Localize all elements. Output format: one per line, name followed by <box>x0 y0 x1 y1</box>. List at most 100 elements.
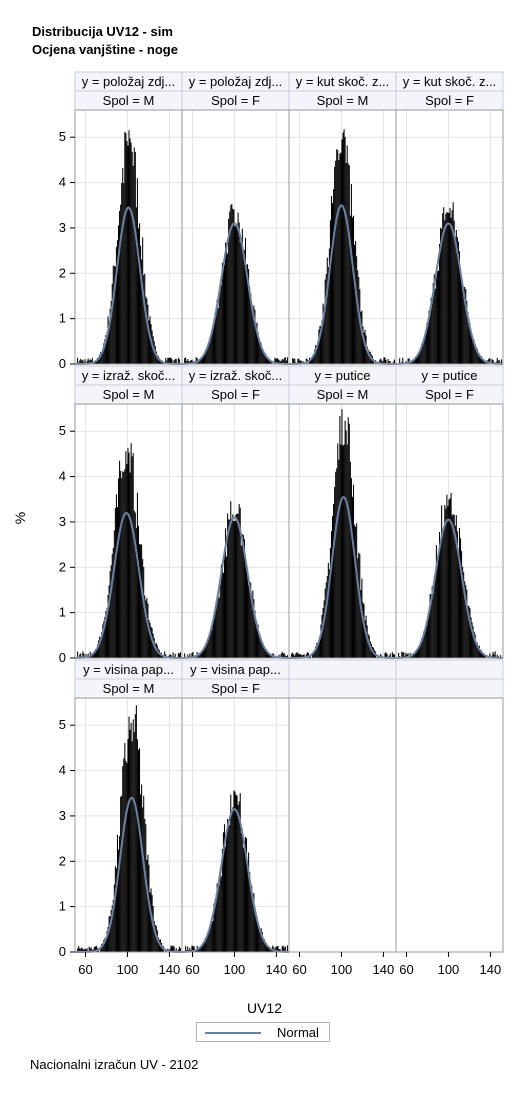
histogram-bar <box>244 563 246 658</box>
histogram-bar <box>89 359 91 364</box>
x-tick-label: 140 <box>480 962 502 977</box>
histogram-bar <box>391 652 393 658</box>
histogram-bar <box>81 947 83 952</box>
histogram-bar <box>382 361 384 364</box>
histogram-bar <box>234 226 236 364</box>
histogram-bar <box>271 949 273 952</box>
histogram-bar <box>402 357 404 364</box>
y-tick-label: 4 <box>59 175 66 190</box>
histogram-bar <box>336 149 338 364</box>
histogram-bar <box>83 949 85 952</box>
histogram-bar <box>111 283 113 364</box>
histogram-bar <box>214 607 216 658</box>
histogram-bar <box>352 215 355 364</box>
histogram-bar <box>169 654 171 658</box>
histogram-bar <box>482 358 484 364</box>
histogram-bar <box>363 604 365 658</box>
histogram-bar <box>148 320 150 364</box>
histogram-bar <box>185 357 187 364</box>
histogram-bar <box>322 303 324 364</box>
histogram-bar <box>150 626 152 658</box>
histogram-bar <box>198 654 200 658</box>
histogram-bar <box>256 322 258 364</box>
histogram-bar <box>241 228 243 364</box>
y-tick-label: 3 <box>59 220 66 235</box>
histogram-bar <box>431 297 433 364</box>
histogram-bar <box>228 821 230 952</box>
histogram-bar <box>255 327 257 364</box>
histogram-bar <box>248 852 250 952</box>
histogram-bar <box>362 602 364 658</box>
histogram-bar <box>355 240 357 364</box>
histogram-bar <box>227 253 229 364</box>
histogram-bar <box>388 361 390 364</box>
histogram-bar <box>425 628 427 658</box>
histogram-bar <box>142 807 144 952</box>
histogram-bar <box>227 818 229 952</box>
histogram-bar <box>261 931 263 952</box>
histogram-bar <box>350 184 352 364</box>
histogram-bar <box>231 812 233 952</box>
histogram-bar <box>408 358 410 364</box>
histogram-bar <box>104 938 106 952</box>
histogram-bar <box>95 648 98 658</box>
x-tick-label: 60 <box>399 962 413 977</box>
histogram-bar <box>266 944 269 952</box>
histogram-bar <box>143 795 145 952</box>
histogram-bar <box>77 948 79 952</box>
histogram-bar <box>231 203 233 364</box>
histogram-bar <box>323 307 325 364</box>
histogram-bar <box>285 360 287 364</box>
histogram-bar <box>430 594 432 658</box>
histogram-bar <box>220 564 222 658</box>
histogram-bar <box>443 207 445 364</box>
histogram-bar <box>147 603 149 658</box>
histogram-bar <box>389 653 391 658</box>
panel-y-label: y = putice <box>421 368 477 383</box>
histogram-bar <box>315 646 317 658</box>
histogram-bar <box>175 359 177 364</box>
panel-spol-label: Spol = F <box>425 93 474 108</box>
panel-y-label: y = putice <box>314 368 370 383</box>
normal-curve <box>181 807 289 953</box>
histogram-bar <box>155 351 157 364</box>
y-tick-label: 1 <box>59 605 66 620</box>
histogram-bar <box>422 640 424 658</box>
histogram-bar <box>300 654 302 658</box>
histogram-bar <box>407 358 409 364</box>
histogram-bar <box>93 650 95 658</box>
histogram-bar <box>248 584 250 658</box>
histogram-bar <box>126 141 128 364</box>
histogram-bar <box>493 654 495 658</box>
histogram-bar <box>222 832 224 952</box>
histogram-bar <box>441 505 443 658</box>
histogram-bar <box>216 883 218 952</box>
histogram-bar <box>222 572 224 658</box>
histogram-bar <box>136 739 138 952</box>
histogram-bar <box>443 526 445 658</box>
histogram-bar <box>114 266 116 364</box>
histogram-bar <box>204 941 206 952</box>
histogram-bar <box>112 547 114 658</box>
histogram-bar <box>221 848 223 952</box>
histogram-bar <box>463 287 465 364</box>
panel-header-y <box>288 659 397 680</box>
histogram-bar <box>77 651 79 658</box>
histogram-bar <box>286 357 288 364</box>
histogram-bar <box>238 801 240 952</box>
legend-normal-label: Normal <box>277 1025 319 1040</box>
histogram-bar <box>202 648 205 658</box>
chart-subtitle: Ocjena vanjštine - noge <box>32 42 178 57</box>
histogram-bar <box>245 838 248 952</box>
histogram-bar <box>225 846 227 952</box>
histogram-bar <box>106 931 108 952</box>
histogram-bar <box>87 358 89 364</box>
histogram-bar <box>317 642 319 658</box>
histogram-bar <box>110 565 112 658</box>
histogram-bar <box>433 576 435 658</box>
histogram-bar <box>93 946 95 952</box>
histogram-bar <box>112 899 114 952</box>
histogram-bar <box>89 948 91 952</box>
histogram-bar <box>459 272 462 364</box>
histogram-bar <box>220 285 222 364</box>
